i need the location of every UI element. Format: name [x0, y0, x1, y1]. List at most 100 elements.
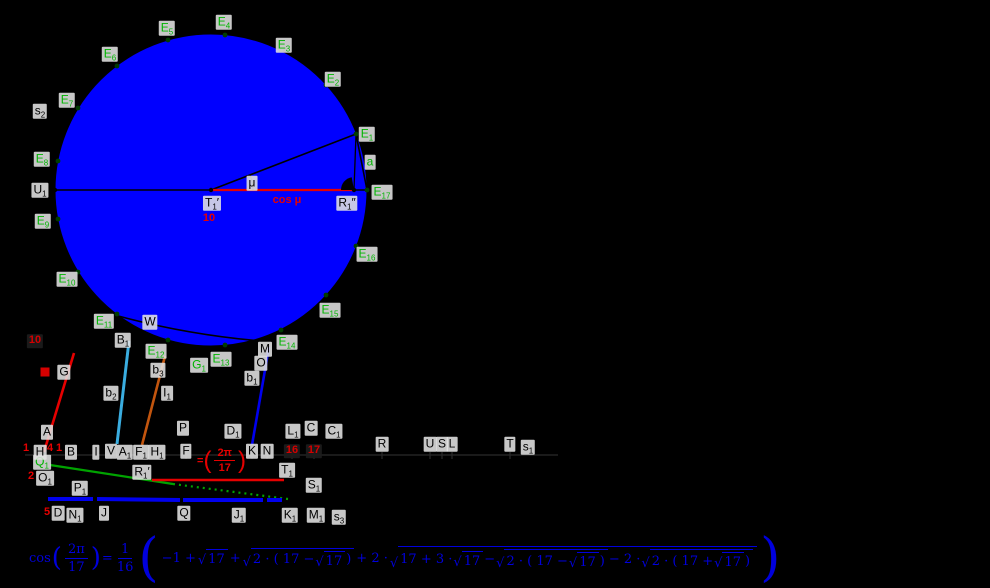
formula-part: √ 17 [453, 550, 484, 569]
label-B: B [64, 444, 78, 460]
label-5: 5 [43, 506, 51, 519]
label-K_1: K1 [281, 507, 299, 524]
label-G_1: G1 [190, 357, 208, 374]
formula-part: 17 + 3 · √ 17 − √ 2 · ( 17 − √ 17 ) − 2 · √… [398, 546, 758, 571]
label-C: C [304, 420, 318, 436]
fraction-1-16: 1 16 [117, 542, 134, 575]
label-b_1: b1 [244, 370, 260, 387]
formula-part: √ [641, 556, 650, 571]
label-L_1: L1 [285, 423, 301, 440]
sqrt-2-17-minus-sqrt17: √ 2 · ( 17 − √ 17 ) [243, 547, 355, 569]
label-E_6: E6 [101, 46, 119, 63]
label-E_15: E15 [319, 302, 341, 319]
label-W: W [142, 314, 158, 330]
vertex-dot-E9 [55, 216, 61, 222]
label-2: 2 [27, 470, 35, 483]
label-C_1: C1 [325, 423, 343, 440]
vertex-dot-E6 [114, 63, 120, 69]
label-T_1′: T1′ [202, 195, 222, 212]
label-R_1′: R1′ [132, 464, 152, 481]
formula-part: 2 · ( 17 − √ 17 ) [250, 547, 355, 569]
formula-part: 17 [463, 553, 481, 569]
formula-part: √ [389, 556, 399, 571]
label-M: M [258, 341, 272, 357]
fraction-2pi-17: 2π 17 [214, 447, 235, 474]
label-V: V [104, 443, 118, 459]
label-b_3: b3 [150, 362, 166, 379]
label-s_1: s1 [520, 439, 536, 456]
label-N_1: N1 [66, 507, 84, 524]
label-E_5: E5 [158, 20, 176, 37]
formula-part: 2 · ( 17 + [651, 553, 714, 569]
label-O_1: O1 [36, 470, 54, 487]
label-J: J [99, 505, 109, 521]
label-D_1: D1 [224, 423, 242, 440]
label-E_2: E2 [324, 71, 342, 88]
vertex-dot-E17 [364, 187, 370, 193]
formula-part: − [484, 552, 496, 567]
label-1: 1 [22, 442, 30, 455]
label-17: 17 [305, 444, 323, 458]
formula-part: 2π [214, 447, 235, 461]
green-line-dotted [172, 482, 289, 501]
label-D: D [51, 505, 65, 521]
label-T: T [504, 436, 516, 452]
label-I_1: I1 [161, 385, 173, 402]
label-E_4: E4 [215, 14, 233, 31]
fraction-2pi-17: 2π 17 [64, 542, 88, 575]
formula-part: 2π [64, 542, 88, 559]
label-H: H [33, 444, 47, 460]
label-E_1: E1 [358, 126, 376, 143]
formula-part: 16 [116, 559, 134, 575]
formula-part: ) [599, 553, 605, 569]
formula-part: 17 [323, 550, 346, 569]
formula-part: √ [568, 556, 578, 571]
label-E_12: E12 [145, 343, 167, 360]
label-I: I [92, 444, 100, 460]
vertex-dot-E7 [75, 105, 81, 111]
label-E_10: E10 [56, 271, 78, 288]
formula-part: 17 [68, 559, 85, 575]
formula-part: 17 [579, 555, 596, 570]
side-E1-E17 [355, 133, 368, 191]
label-A: A [40, 424, 54, 440]
formula-part: 17 [218, 462, 231, 474]
label-E_13: E13 [210, 351, 232, 368]
label-R_1″: R1″ [336, 195, 358, 212]
label-cos-μ: cos μ [272, 194, 302, 207]
gauss-cos-2pi-17-formula: cos ( 2π 17 ) = 1 16 ( −1 + √ 17 + √ 2 · (… [29, 528, 781, 588]
label-s_2: s2 [32, 103, 48, 120]
label-E_17: E17 [371, 184, 393, 201]
formula-part: 2 · ( 17 + √ 17 ) [649, 549, 754, 570]
formula-part: √ 17 [315, 550, 346, 569]
vertex-dot-E14 [278, 327, 284, 333]
label-F_1: F1 [133, 444, 149, 461]
formula-part: √ [197, 553, 207, 568]
label-L: L [446, 436, 458, 452]
red-square-marker [40, 367, 50, 377]
label-S_1: S1 [305, 477, 323, 494]
vertex-dot-E12 [165, 337, 171, 343]
formula-part: 17 [724, 555, 741, 570]
formula-part: 2 · ( 17 − √ 17 ) [504, 549, 608, 571]
formula-part: − 2 · [608, 552, 641, 567]
label-K: K [245, 443, 259, 459]
label-4: 4 [46, 442, 54, 455]
vertex-dot-E8 [55, 158, 61, 164]
formula-part: 17 [206, 549, 228, 567]
vertex-dot-E5 [165, 37, 171, 43]
label-N: N [260, 443, 274, 459]
label-P: P [176, 420, 190, 436]
formula-part: 17 [461, 550, 484, 569]
plus-2-token: + 2 · [356, 550, 388, 566]
label-a: a [364, 154, 376, 170]
big-nested-sqrt: √ 17 + 3 · √ 17 − √ 2 · ( 17 − √ 17 ) − 2 ·… [389, 546, 758, 571]
label-H_1: H1 [148, 444, 166, 461]
label-S: S [435, 436, 449, 452]
formula-part: √ 17 [714, 552, 744, 570]
label-U: U [423, 436, 437, 452]
label-10: 10 [26, 334, 44, 348]
label-s_3: s3 [331, 509, 347, 526]
